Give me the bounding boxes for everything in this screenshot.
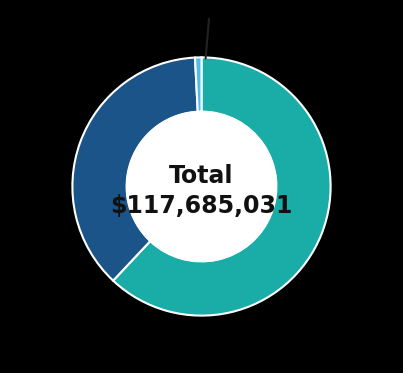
Wedge shape: [195, 57, 202, 112]
Text: Total: Total: [169, 164, 234, 188]
Text: $117,685,031: $117,685,031: [110, 194, 293, 218]
Circle shape: [127, 112, 276, 261]
Wedge shape: [73, 57, 198, 280]
Wedge shape: [113, 57, 330, 316]
